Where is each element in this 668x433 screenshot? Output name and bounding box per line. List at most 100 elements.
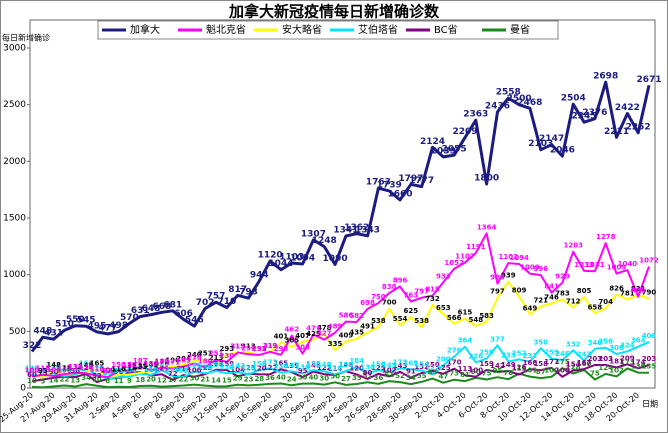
- value-label: 40: [276, 373, 286, 381]
- value-label: 203: [642, 355, 657, 363]
- value-label: 132: [68, 363, 83, 371]
- value-label: 139: [122, 362, 137, 370]
- value-label: 1044: [268, 259, 293, 269]
- value-label: 145: [79, 362, 94, 370]
- value-label: 113: [458, 365, 473, 373]
- value-label: 90: [114, 368, 124, 376]
- value-label: 710: [217, 297, 236, 307]
- value-label: 8: [105, 377, 110, 385]
- value-label: 119: [512, 365, 527, 373]
- value-label: 2055: [442, 145, 467, 155]
- value-label: 100: [25, 367, 40, 375]
- value-label: 145: [306, 362, 321, 370]
- value-label: 550: [66, 315, 85, 325]
- y-axis-label: 每日新增确诊: [2, 33, 50, 43]
- value-label: 124: [79, 364, 94, 372]
- value-label: 120: [349, 364, 364, 372]
- value-label: 364: [631, 337, 646, 345]
- value-label: 148: [339, 361, 354, 369]
- value-label: 704: [598, 298, 613, 306]
- value-label: 322: [23, 341, 42, 351]
- value-label: 2209: [452, 127, 477, 137]
- value-label: 18: [135, 376, 145, 384]
- value-label: 167: [577, 359, 592, 367]
- value-label: 148: [317, 361, 332, 369]
- value-label: 213: [209, 354, 224, 362]
- value-label: 123: [198, 364, 213, 372]
- value-label: 165: [404, 359, 419, 367]
- legend: 加拿大 魁北克省 安大略省 艾伯塔省 BC省 曼省: [97, 20, 559, 40]
- value-label: 14: [211, 376, 221, 384]
- value-label: 668: [152, 302, 171, 312]
- y-tick-label: 3000: [3, 44, 26, 54]
- value-label: 122: [263, 364, 278, 372]
- legend-label: 魁北克省: [206, 23, 246, 36]
- value-label: 1072: [639, 257, 659, 265]
- chart-title: 加拿大新冠疫情每日新增确诊数: [228, 3, 440, 21]
- value-label: 9: [127, 377, 132, 385]
- value-label: 130: [220, 363, 235, 371]
- value-label: 545: [77, 316, 96, 326]
- value-label: 100: [36, 367, 51, 375]
- value-label: 1660: [388, 189, 413, 199]
- value-label: 150: [209, 361, 224, 369]
- value-label: 712: [566, 297, 581, 305]
- value-label: 653: [436, 304, 451, 312]
- value-label: 583: [479, 312, 494, 320]
- value-label: 1763: [366, 178, 391, 188]
- value-label: 401: [274, 333, 289, 341]
- value-label: 649: [523, 304, 538, 312]
- plot-area: [29, 19, 656, 389]
- value-label: 125: [436, 364, 451, 372]
- value-label: 406: [642, 332, 657, 340]
- value-label: 335: [328, 340, 343, 348]
- value-label: 313: [230, 343, 245, 351]
- value-label: 36: [265, 374, 275, 382]
- value-label: 300: [609, 344, 624, 352]
- value-label: 98: [179, 367, 189, 375]
- value-label: 75: [38, 370, 48, 378]
- series-line: [30, 80, 651, 353]
- value-label: 130: [198, 363, 213, 371]
- value-label: 21: [200, 376, 210, 384]
- value-label: 203: [598, 355, 613, 363]
- value-label: 2039: [431, 146, 456, 156]
- value-label: 139: [133, 362, 148, 370]
- legend-label: 曼省: [510, 23, 530, 36]
- value-label: 173: [393, 358, 408, 366]
- value-label: 251: [209, 350, 224, 358]
- value-label: 346: [588, 339, 603, 347]
- value-label: 145: [382, 362, 397, 370]
- value-label: 2147: [539, 134, 564, 144]
- value-label: 781: [620, 289, 635, 297]
- value-label: 90: [471, 368, 481, 376]
- value-label: 116: [144, 365, 159, 373]
- value-label: 1278: [596, 233, 616, 241]
- value-label: 933: [436, 272, 451, 280]
- value-label: 78: [503, 369, 513, 377]
- value-label: 123: [57, 364, 72, 372]
- series-line: [31, 232, 650, 379]
- value-label: 187: [133, 357, 148, 365]
- value-label: 122: [425, 364, 440, 372]
- value-label: 87: [536, 368, 546, 376]
- value-label: 161: [209, 360, 224, 368]
- value-label: 159: [220, 360, 235, 368]
- value-label: 805: [577, 287, 592, 295]
- value-label: 658: [588, 303, 603, 311]
- value-label: 797: [490, 288, 505, 296]
- value-label: 477: [98, 323, 117, 333]
- value-label: 91: [406, 368, 416, 376]
- value-label: 606: [174, 309, 193, 319]
- value-label: 90: [49, 368, 59, 376]
- value-label: 757: [207, 292, 226, 302]
- value-label: 95: [38, 367, 48, 375]
- value-label: 203: [588, 355, 603, 363]
- value-label: 838: [382, 283, 397, 291]
- value-label: 1797: [398, 174, 423, 184]
- value-label: 1307: [301, 229, 326, 239]
- value-label: 489: [328, 323, 343, 331]
- value-label: 2363: [463, 110, 488, 120]
- value-label: 96: [70, 367, 80, 375]
